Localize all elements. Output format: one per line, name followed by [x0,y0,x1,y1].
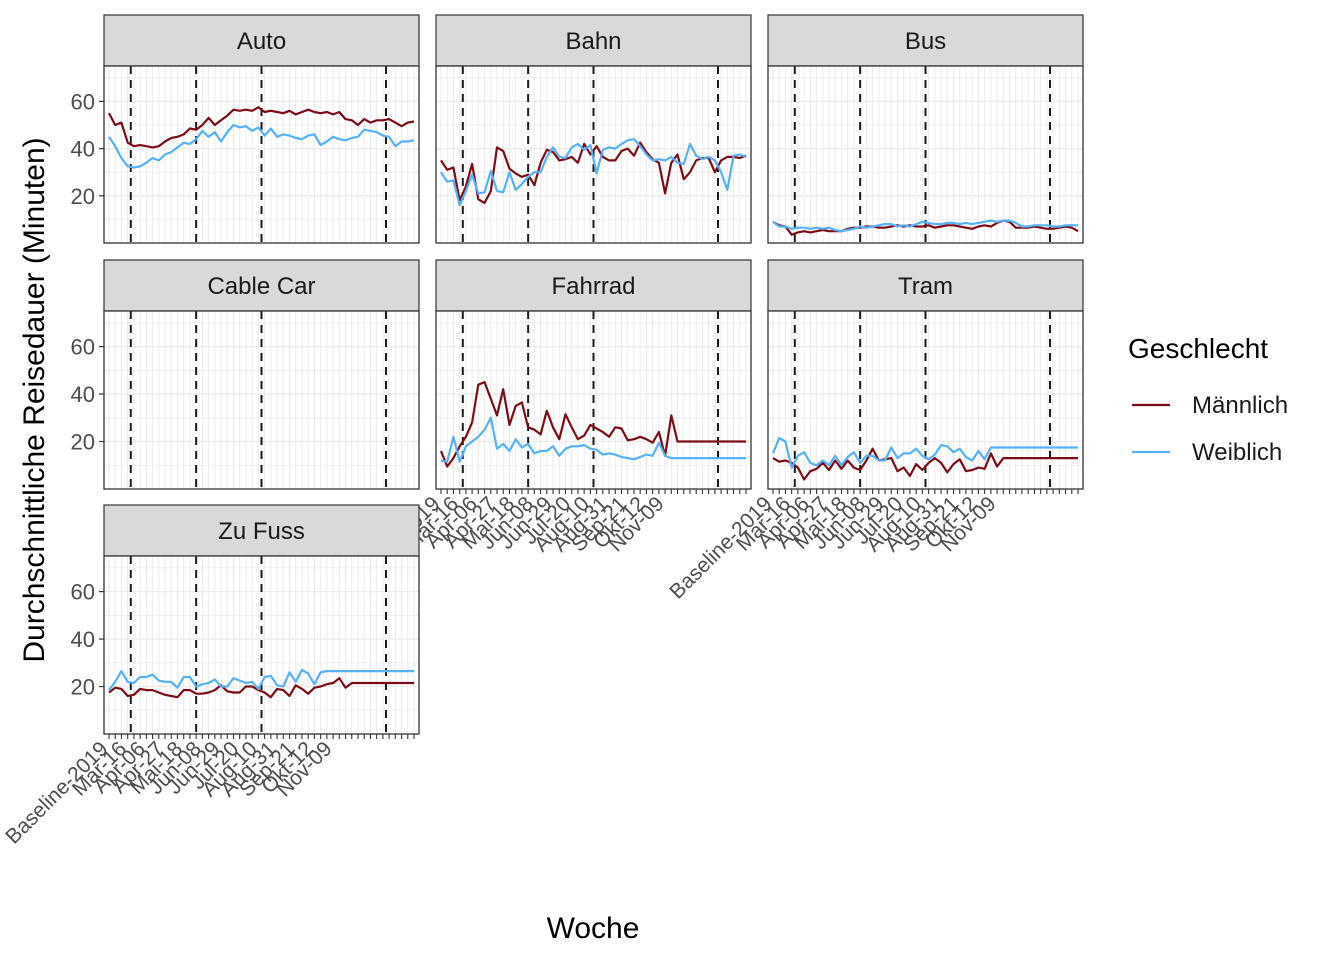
y-tick-label: 40 [71,627,95,652]
y-axis-label: Durchschnittliche Reisedauer (Minuten) [18,137,51,662]
facet-panel: Bus [767,14,1084,244]
strip-label: Bus [905,28,946,55]
y-tick-label: 40 [71,137,95,162]
y-tick-label: 20 [71,675,95,700]
strip-label: Auto [237,28,286,55]
y-tick-label: 60 [71,580,95,605]
facet-panel: Auto 20 40 60 [71,14,420,244]
legend-title: Geschlecht [1128,333,1268,364]
strip-auto [103,14,420,67]
series-line-zu-fuss-weiblich [108,668,414,691]
panel-border [103,65,420,244]
x-tick-label: Baseline-2019 [665,492,776,603]
panel-border [435,65,752,244]
series-line-fahrrad-maennlich [439,381,746,468]
series-line-auto-maennlich [108,106,415,149]
series-line-bus-maennlich [772,219,1079,236]
facet-panel: Bahn [435,14,752,244]
y-tick-label: 20 [71,184,95,209]
strip-label: Fahrrad [551,273,635,300]
series-line-bahn-maennlich [440,141,747,204]
strip-fahrrad [435,259,752,312]
panel-border [435,310,752,490]
strip-bahn [435,14,752,67]
facet-panel: Cable Car 20 40 60 [71,259,420,490]
strip-label: Bahn [565,28,621,55]
x-tick-label: Baseline-2019 [1,737,112,848]
series-line-bahn-weiblich [440,138,747,207]
legend-label-weiblich: Weiblich [1192,439,1282,466]
y-tick-label: 60 [71,89,95,114]
strip-label: Zu Fuss [218,518,305,545]
y-tick-label: 20 [71,430,95,455]
series-line-tram-maennlich [772,447,1078,481]
series-line-auto-weiblich [108,123,415,169]
facet-panel: Zu Fuss204060Baseline-2019Mar-16Apr-06Ap… [1,504,420,848]
legend: Geschlecht Männlich Weiblich [1128,333,1288,466]
strip-cable-car [103,259,420,312]
panel-border [103,310,420,490]
panel-border [767,65,1084,244]
x-axis-label: Woche [547,912,640,945]
panels-layer: Auto 20 40 60 Bahn Bus Cable Car 20 40 60 Fahrrad B… [1,14,1084,848]
legend-label-maennlich: Männlich [1192,392,1288,419]
strip-zu-fuss [103,504,420,557]
strip-label: Cable Car [207,273,315,300]
panel-border [767,310,1084,490]
y-tick-label: 60 [71,335,95,360]
series-line-fahrrad-weiblich [440,416,746,463]
y-tick-label: 40 [71,382,95,407]
strip-label: Tram [898,273,953,300]
series-line-bus-weiblich [772,219,1078,233]
series-line-tram-weiblich [771,436,1078,469]
strip-bus [767,14,1084,67]
panel-border [103,555,420,735]
series-line-zu-fuss-maennlich [108,677,414,699]
